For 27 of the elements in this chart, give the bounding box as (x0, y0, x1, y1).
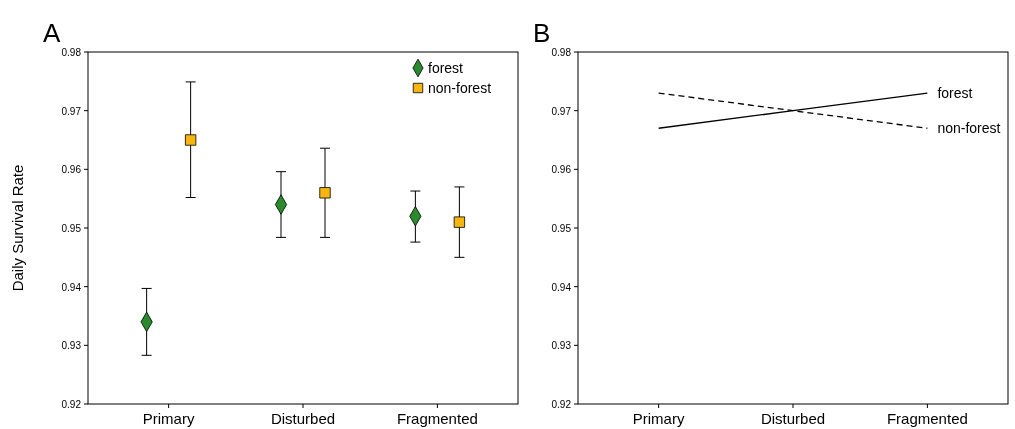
x-tick-label: Disturbed (760, 410, 826, 427)
x-tick-label: Fragmented (396, 410, 478, 427)
chart-title: B (533, 18, 551, 48)
y-tick-label: 0.98 (551, 47, 572, 58)
x-tick-label: Primary (632, 410, 685, 427)
y-tick-label: 0.95 (551, 223, 572, 234)
y-tick-label: 0.97 (551, 105, 572, 117)
y-axis-title: Daily Survival Rate (9, 164, 26, 292)
x-tick-label: Primary (142, 410, 195, 427)
y-tick-label: 0.95 (61, 223, 82, 234)
x-tick-label: Fragmented (886, 410, 968, 427)
y-tick-label: 0.94 (61, 281, 82, 293)
series-label: forest (937, 85, 973, 102)
y-tick-label: 0.93 (551, 340, 572, 352)
chart-title: A (43, 18, 61, 48)
legend-label: non-forest (428, 80, 492, 96)
y-tick-label: 0.92 (551, 399, 572, 410)
y-tick-label: 0.92 (61, 399, 82, 410)
legend-label: forest (428, 60, 464, 76)
y-tick-label: 0.93 (61, 340, 82, 352)
y-tick-label: 0.96 (61, 164, 82, 176)
y-tick-label: 0.94 (551, 281, 572, 293)
series-label: non-forest (937, 120, 1001, 137)
y-tick-label: 0.97 (61, 105, 82, 117)
x-tick-label: Disturbed (270, 410, 336, 427)
y-tick-label: 0.96 (551, 164, 572, 176)
y-tick-label: 0.98 (61, 47, 82, 58)
